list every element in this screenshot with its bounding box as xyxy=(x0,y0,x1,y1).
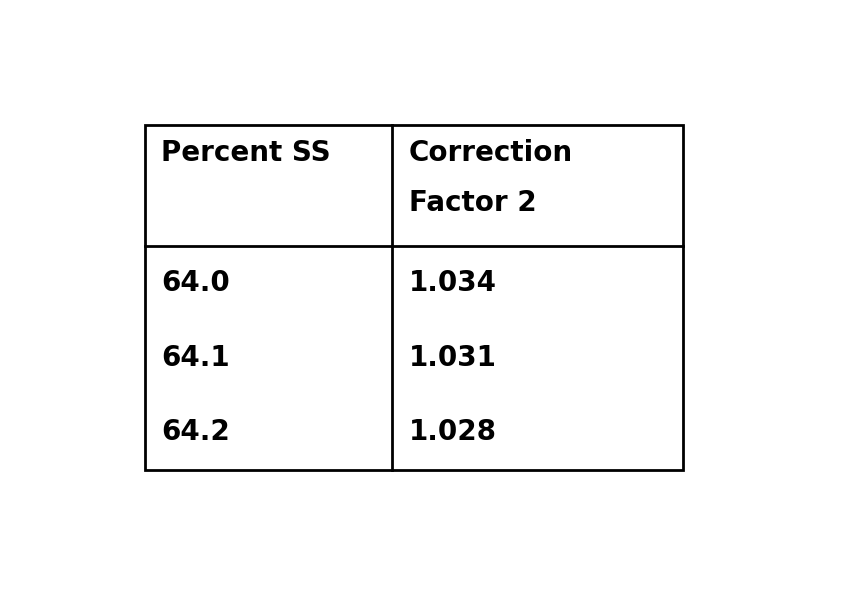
Text: 1.031: 1.031 xyxy=(409,344,497,372)
Text: 64.2: 64.2 xyxy=(162,418,230,446)
Text: Percent SS: Percent SS xyxy=(162,138,331,167)
Bar xyxy=(146,125,683,470)
Text: Factor 2: Factor 2 xyxy=(409,190,536,217)
Text: 1.028: 1.028 xyxy=(409,418,497,446)
Text: 64.0: 64.0 xyxy=(162,269,230,297)
Text: 1.034: 1.034 xyxy=(409,269,497,297)
Text: 64.1: 64.1 xyxy=(162,344,230,372)
Text: Correction: Correction xyxy=(409,138,573,167)
